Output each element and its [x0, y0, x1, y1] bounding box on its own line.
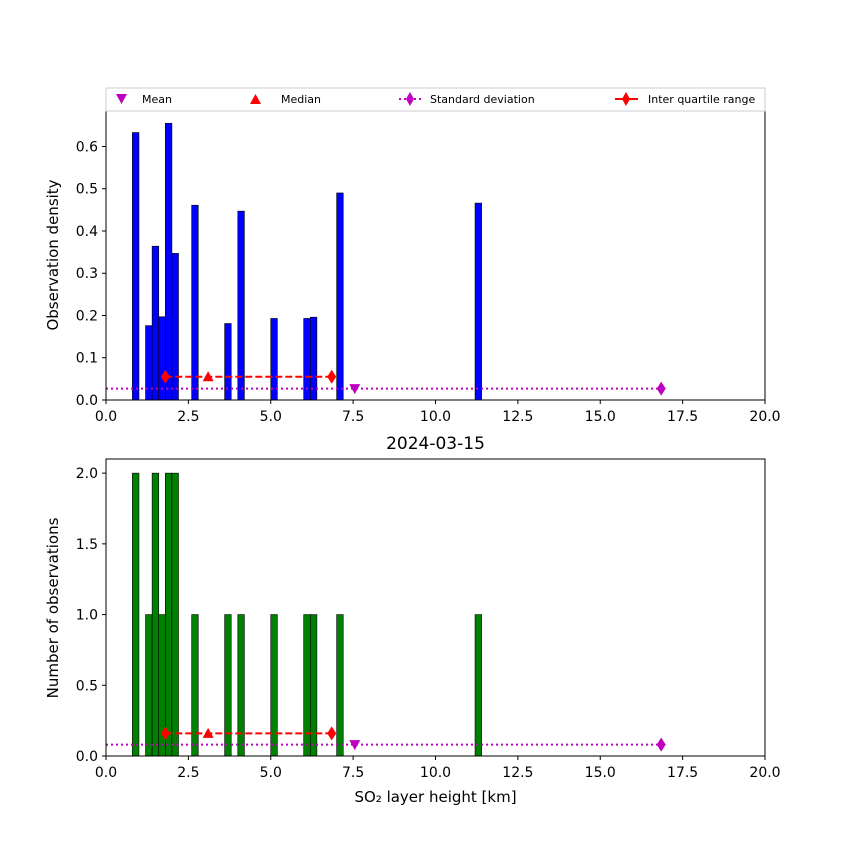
bottom-bar-9 — [270, 614, 278, 757]
bottom-y-tick-label: 0.5 — [76, 678, 98, 694]
bottom-std-marker — [656, 737, 666, 752]
top-bar-0 — [132, 132, 140, 401]
bottom-x-tick-label: 15.0 — [585, 765, 616, 781]
top-iqr-end-marker — [327, 369, 337, 384]
bottom-iqr-start-marker — [160, 726, 170, 741]
top-std-marker — [656, 381, 666, 396]
top-x-tick-label: 5.0 — [260, 409, 282, 425]
bottom-x-tick-label: 0.0 — [95, 765, 117, 781]
legend-mean-marker — [116, 94, 127, 104]
bottom-bar-8 — [237, 614, 245, 757]
top-x-tick-label: 2.5 — [177, 409, 199, 425]
top-iqr-start-marker — [160, 369, 170, 384]
legend-box — [105, 87, 766, 112]
bottom-bar-1 — [145, 614, 153, 757]
bottom-bar-0 — [132, 472, 140, 757]
bottom-chart-title: 2024-03-15 — [386, 434, 485, 454]
bottom-bar-12 — [336, 614, 344, 757]
bottom-bar-10 — [303, 614, 311, 757]
bottom-bar-4 — [165, 472, 173, 757]
bottom-y-tick-label: 0.0 — [76, 749, 98, 765]
top-y-tick-label: 0.5 — [76, 182, 98, 198]
top-y-ticks: 0.0 0.1 0.2 0.3 0.4 0.5 0.6 — [76, 139, 106, 409]
bottom-bar-6 — [191, 614, 199, 757]
legend-std-marker — [406, 92, 414, 106]
bottom-y-tick-label: 1.5 — [76, 537, 98, 553]
top-x-ticks: 0.0 2.5 5.0 7.5 10.0 12.5 15.0 17.5 20.0 — [95, 400, 781, 425]
top-bar-3 — [158, 316, 166, 401]
top-mean-marker — [349, 384, 361, 395]
bottom-median-marker — [202, 727, 214, 738]
bottom-statistics-markers — [106, 726, 666, 752]
top-x-tick-label: 20.0 — [749, 409, 780, 425]
top-x-tick-label: 12.5 — [502, 409, 533, 425]
bottom-x-tick-label: 10.0 — [420, 765, 451, 781]
top-y-tick-label: 0.0 — [76, 393, 98, 409]
bottom-x-tick-label: 20.0 — [749, 765, 780, 781]
legend-iqr-marker — [622, 92, 630, 106]
legend-std-label: Standard deviation — [430, 93, 535, 106]
bottom-histogram-bars — [132, 472, 482, 757]
legend-mean-label: Mean — [142, 93, 172, 106]
bottom-mean-marker — [349, 740, 361, 751]
legend-entry-iqr: Inter quartile range — [615, 92, 755, 106]
bottom-bar-11 — [309, 614, 318, 757]
top-bar-8 — [237, 210, 245, 401]
bottom-x-tick-label: 5.0 — [260, 765, 282, 781]
bottom-panel: 2024-03-15 0.0 2.5 5.0 7.5 10.0 12.5 15.0 17.5 2… — [44, 434, 781, 806]
legend: Mean Median Standard deviation Inter qua… — [105, 87, 766, 112]
bottom-x-tick-label: 2.5 — [177, 765, 199, 781]
top-y-tick-label: 0.4 — [76, 224, 98, 240]
top-bar-12 — [336, 192, 344, 401]
bottom-plot-frame — [105, 458, 766, 757]
bottom-bar-13 — [474, 614, 482, 757]
top-x-tick-label: 0.0 — [95, 409, 117, 425]
bottom-y-tick-label: 2.0 — [76, 466, 98, 482]
top-bar-6 — [191, 204, 199, 401]
top-x-tick-label: 7.5 — [342, 409, 364, 425]
top-median-marker — [202, 371, 214, 382]
legend-median-label: Median — [281, 93, 321, 106]
top-y-tick-label: 0.2 — [76, 308, 98, 324]
bottom-y-tick-label: 1.0 — [76, 608, 98, 624]
top-bar-2 — [151, 245, 160, 401]
top-statistics-markers — [106, 369, 666, 396]
top-bar-13 — [474, 202, 482, 401]
legend-entry-std: Standard deviation — [399, 92, 535, 106]
top-x-tick-label: 17.5 — [667, 409, 698, 425]
top-plot-frame — [105, 110, 766, 401]
top-y-tick-label: 0.1 — [76, 351, 98, 367]
top-x-tick-label: 10.0 — [420, 409, 451, 425]
bottom-x-tick-label: 12.5 — [502, 765, 533, 781]
top-histogram-bars — [132, 122, 482, 401]
top-bar-11 — [309, 316, 318, 401]
top-bar-5 — [171, 253, 179, 401]
bottom-y-axis-label: Number of observations — [44, 517, 62, 698]
top-panel: 0.0 2.5 5.0 7.5 10.0 12.5 15.0 17.5 20.0 0.00.10… — [44, 110, 781, 425]
bottom-bar-7 — [224, 614, 232, 757]
top-y-tick-label: 0.6 — [76, 139, 98, 155]
top-x-tick-label: 15.0 — [585, 409, 616, 425]
bottom-x-ticks: 0.0 2.5 5.0 7.5 10.0 12.5 15.0 17.5 20.0 — [95, 756, 781, 781]
legend-iqr-label: Inter quartile range — [648, 93, 755, 106]
bottom-x-tick-label: 7.5 — [342, 765, 364, 781]
legend-entry-median: Median — [250, 93, 321, 106]
bottom-bar-5 — [171, 472, 179, 757]
legend-entry-mean: Mean — [116, 93, 172, 106]
bottom-y-ticks: 0.0 0.5 1.0 1.5 2.0 — [76, 466, 106, 765]
top-y-axis-label: Observation density — [44, 179, 62, 330]
legend-median-marker — [250, 94, 261, 104]
top-bar-4 — [165, 122, 173, 401]
bottom-x-axis-label: SO₂ layer height [km] — [354, 788, 516, 806]
bottom-bar-2 — [151, 472, 160, 757]
bottom-iqr-end-marker — [327, 726, 337, 741]
bottom-x-tick-label: 17.5 — [667, 765, 698, 781]
top-y-tick-label: 0.3 — [76, 266, 98, 282]
